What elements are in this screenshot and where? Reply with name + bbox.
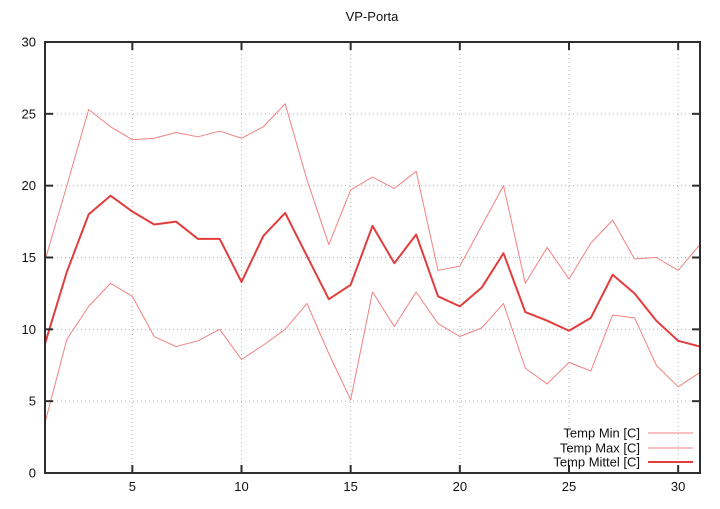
legend-label-temp-min: Temp Min [C] bbox=[563, 426, 640, 441]
legend: Temp Min [C] Temp Max [C] Temp Mittel [C… bbox=[553, 426, 693, 470]
x-tick-label: 15 bbox=[343, 479, 357, 494]
y-tick-label: 30 bbox=[22, 35, 36, 50]
y-tick-label: 20 bbox=[22, 178, 36, 193]
x-tick-label: 5 bbox=[129, 479, 136, 494]
series-line-temp-max-c bbox=[44, 103, 701, 284]
y-tick-label: 25 bbox=[22, 106, 36, 121]
chart-title: VP-Porta bbox=[346, 9, 400, 24]
gridlines bbox=[45, 42, 700, 473]
legend-label-temp-mittel: Temp Mittel [C] bbox=[553, 455, 640, 470]
legend-label-temp-max: Temp Max [C] bbox=[560, 441, 640, 456]
series-line-temp-mittel-c bbox=[44, 194, 701, 348]
y-tick-label: 10 bbox=[22, 322, 36, 337]
x-tick-label: 20 bbox=[453, 479, 467, 494]
x-tick-label: 10 bbox=[234, 479, 248, 494]
axis-tick-labels: 0 5 10 15 20 25 30 5 10 15 20 25 30 bbox=[22, 35, 686, 495]
y-tick-label: 0 bbox=[29, 466, 36, 481]
y-tick-label: 15 bbox=[22, 250, 36, 265]
axis-ticks bbox=[45, 41, 700, 474]
series-lines bbox=[44, 103, 701, 423]
series-line-temp-min-c bbox=[44, 282, 701, 423]
y-tick-label: 5 bbox=[29, 394, 36, 409]
x-tick-label: 25 bbox=[562, 479, 576, 494]
x-tick-label: 30 bbox=[671, 479, 685, 494]
